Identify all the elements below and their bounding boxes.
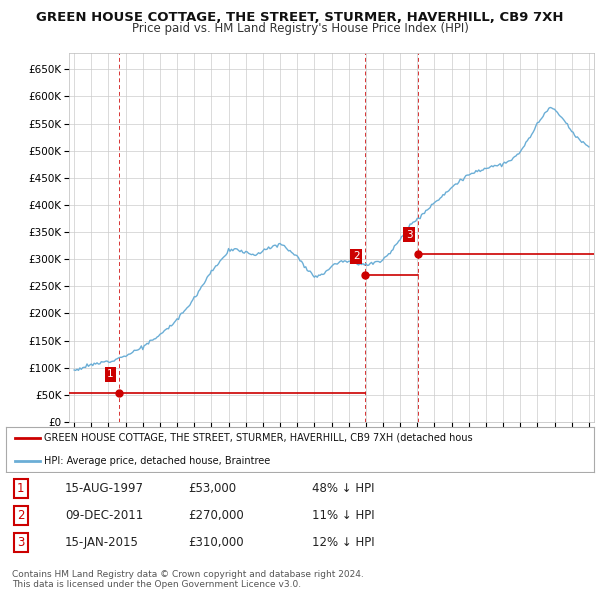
Text: 48% ↓ HPI: 48% ↓ HPI [312, 482, 374, 495]
Text: 12% ↓ HPI: 12% ↓ HPI [312, 536, 374, 549]
Text: Contains HM Land Registry data © Crown copyright and database right 2024.
This d: Contains HM Land Registry data © Crown c… [12, 570, 364, 589]
Text: £53,000: £53,000 [188, 482, 236, 495]
Text: 3: 3 [17, 536, 25, 549]
Text: GREEN HOUSE COTTAGE, THE STREET, STURMER, HAVERHILL, CB9 7XH (detached hous: GREEN HOUSE COTTAGE, THE STREET, STURMER… [44, 433, 473, 443]
Text: £310,000: £310,000 [188, 536, 244, 549]
Text: 2: 2 [17, 509, 25, 522]
Text: 11% ↓ HPI: 11% ↓ HPI [312, 509, 374, 522]
Text: 2: 2 [353, 251, 359, 261]
Text: 09-DEC-2011: 09-DEC-2011 [65, 509, 143, 522]
Text: 15-AUG-1997: 15-AUG-1997 [65, 482, 144, 495]
Text: 15-JAN-2015: 15-JAN-2015 [65, 536, 139, 549]
Text: 1: 1 [107, 369, 114, 379]
Text: GREEN HOUSE COTTAGE, THE STREET, STURMER, HAVERHILL, CB9 7XH: GREEN HOUSE COTTAGE, THE STREET, STURMER… [36, 11, 564, 24]
Text: Price paid vs. HM Land Registry's House Price Index (HPI): Price paid vs. HM Land Registry's House … [131, 22, 469, 35]
Text: 3: 3 [406, 230, 413, 240]
Text: £270,000: £270,000 [188, 509, 244, 522]
Text: 1: 1 [17, 482, 25, 495]
Text: HPI: Average price, detached house, Braintree: HPI: Average price, detached house, Brai… [44, 455, 271, 466]
